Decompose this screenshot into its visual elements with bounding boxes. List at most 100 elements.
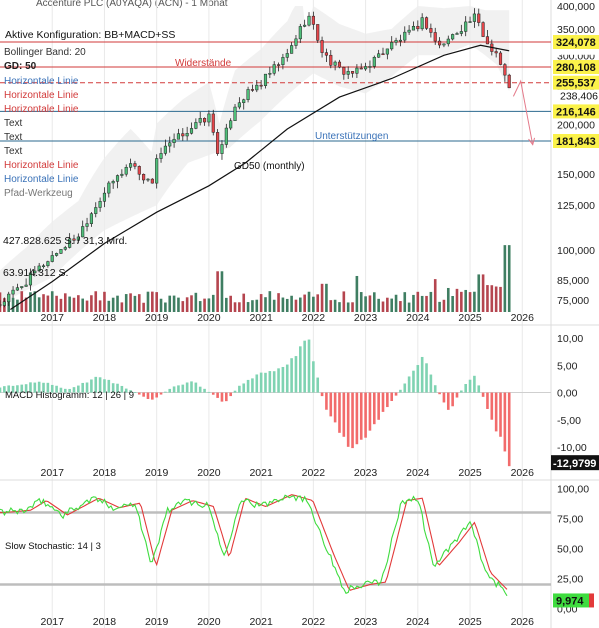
macd-histogram-bar <box>394 392 398 396</box>
macd-histogram-bar <box>7 385 11 393</box>
stochastic-k-line <box>0 494 508 597</box>
volume-bar <box>16 299 19 312</box>
volume-bar <box>390 298 394 312</box>
indicator-list-item[interactable]: Horizontale Linie <box>4 160 79 171</box>
indicator-list-item[interactable]: GD: 50 <box>4 61 37 72</box>
candle-body <box>72 238 76 241</box>
indicator-list-item[interactable]: Text <box>4 146 23 157</box>
macd-histogram-bar <box>37 381 41 393</box>
volume-bar <box>399 301 402 312</box>
indicator-list-item[interactable]: Pfad-Werkzeug <box>4 188 73 199</box>
candle-body <box>159 153 163 159</box>
candle-body <box>398 39 402 42</box>
candle-body <box>76 236 80 241</box>
gd50-end-mask <box>553 45 599 55</box>
volume-bar <box>164 302 167 312</box>
volume-bar <box>146 291 150 312</box>
badge-macd-text: -12,9799 <box>553 458 596 470</box>
volume-bar <box>68 296 71 312</box>
volume-bar <box>338 302 341 312</box>
indicator-list-item[interactable]: Horizontale Linie <box>4 104 79 115</box>
macd-histogram-bar <box>29 382 32 393</box>
indicator-list-item[interactable]: Horizontale Linie <box>4 76 79 87</box>
candle-body <box>142 173 146 181</box>
x-tick-label: 2020 <box>197 312 221 324</box>
volume-bar <box>129 293 132 312</box>
volume-bar <box>255 299 259 312</box>
volume-bar <box>220 271 224 312</box>
x-tick-label: 2022 <box>302 616 326 628</box>
macd-histogram-bar <box>124 388 128 393</box>
macd-histogram-bar <box>407 376 411 393</box>
macd-histogram-bar <box>225 392 228 402</box>
macd-histogram-bar <box>499 392 502 437</box>
candle-body <box>181 133 185 137</box>
volume-bar <box>503 245 507 312</box>
volume-bar <box>312 296 315 312</box>
volume-bar <box>290 295 293 312</box>
candle-body <box>98 201 102 208</box>
macd-histogram-bar <box>403 383 407 393</box>
macd-y-tick: 5,00 <box>557 360 578 372</box>
volume-bar <box>111 297 115 312</box>
volume-bar <box>368 295 372 312</box>
macd-histogram-bar <box>216 392 219 398</box>
candle-body <box>172 138 176 143</box>
volume-bar <box>264 297 267 312</box>
volume-bar <box>242 293 246 312</box>
x-tick-label: 2022 <box>302 467 326 479</box>
candle-body <box>146 178 150 181</box>
candle-body <box>203 118 207 123</box>
macd-histogram-bar <box>81 382 84 393</box>
volume-bar <box>194 292 198 312</box>
x-tick-label: 2024 <box>406 616 430 628</box>
x-tick-label: 2023 <box>354 616 378 628</box>
candle-body <box>324 52 328 56</box>
volume-bar <box>142 302 145 312</box>
volume-bar <box>155 292 158 312</box>
badge-stochastic-bg <box>553 593 589 608</box>
volume-bar <box>90 295 93 312</box>
candle-body <box>377 53 381 58</box>
volume-bar <box>203 298 206 312</box>
volume-bar <box>442 299 446 312</box>
indicator-list-item[interactable]: Text <box>4 118 23 129</box>
macd-histogram-bar <box>177 385 180 393</box>
indicator-list-item[interactable]: Bollinger Band: 20 <box>4 47 86 58</box>
volume-bar <box>416 291 420 312</box>
candle-body <box>337 61 342 68</box>
macd-histogram-bar <box>364 392 367 438</box>
candle-body <box>194 122 198 129</box>
candle-body <box>120 173 124 176</box>
volume-bar <box>329 300 333 312</box>
candle-body <box>37 265 41 272</box>
macd-histogram-bar <box>490 392 494 420</box>
macd-histogram-bar <box>246 379 250 393</box>
macd-histogram-bar <box>451 392 454 407</box>
candle-body <box>50 255 54 262</box>
volume-bar <box>377 298 380 312</box>
x-tick-label: 2026 <box>511 616 535 628</box>
candle-body <box>285 53 289 58</box>
macd-histogram-bar <box>268 371 272 393</box>
badge-stochastic-text: 9,974 <box>556 595 584 607</box>
indicator-list-item[interactable]: Horizontale Linie <box>4 90 79 101</box>
candle-body <box>407 29 411 33</box>
candle-body <box>28 272 33 286</box>
bollinger-band-area <box>0 6 510 305</box>
volume-bar <box>325 283 328 312</box>
candle-body <box>124 167 128 175</box>
stochastic-d-line <box>0 494 508 591</box>
macd-histogram-bar <box>0 387 2 393</box>
candle-body <box>268 72 272 75</box>
macd-histogram-bar <box>399 389 402 393</box>
indicator-list-item[interactable]: Horizontale Linie <box>4 174 79 185</box>
macd-histogram-bar <box>438 392 441 395</box>
macd-histogram-bar <box>120 385 124 393</box>
candle-body <box>115 175 120 182</box>
macd-histogram-bar <box>386 392 389 408</box>
indicator-list-item[interactable]: Text <box>4 132 23 143</box>
candle-body <box>20 286 24 288</box>
volume-bar <box>351 302 354 312</box>
